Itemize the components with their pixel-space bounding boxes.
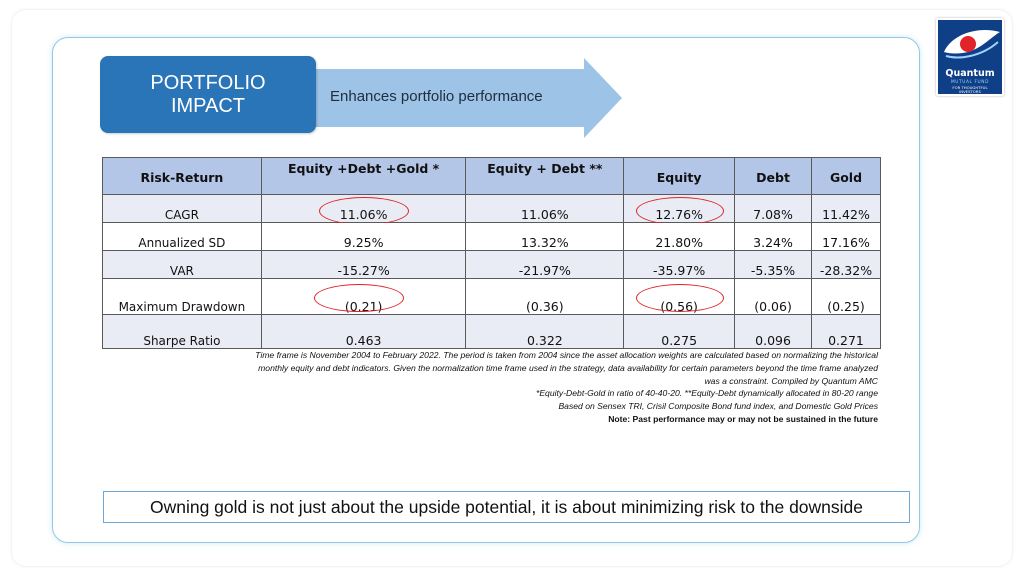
logo-bird-icon [944, 30, 1000, 59]
table-header-row: Risk-Return Equity +Debt +Gold * Equity … [102, 157, 881, 195]
logo-subtitle: MUTUAL FUND [950, 80, 990, 85]
table-cell: 13.32% [465, 222, 625, 251]
footnote-block: Time frame is November 2004 to February … [255, 349, 878, 426]
logo-tagline-line1: FOR THOUGHTFUL [952, 85, 988, 90]
table-cell: 9.25% [260, 222, 467, 251]
impact-box-line2: IMPACT [170, 94, 246, 117]
row-label-maximum-drawdown: Maximum Drawdown [102, 278, 262, 315]
portfolio-impact-box: PORTFOLIO IMPACT [100, 56, 316, 133]
table-cell: 0.322 [465, 314, 625, 349]
table-cell: 7.08% [734, 194, 812, 223]
table-row: CAGR 11.06% 11.06% 12.76% 7.08% 11.42% [102, 194, 881, 225]
table-cell: (0.56) [623, 278, 736, 315]
table-cell: (0.25) [811, 278, 881, 315]
footnote-line: *Equity-Debt-Gold in ratio of 40-40-20. … [535, 388, 878, 399]
table-cell: 11.06% [465, 194, 625, 223]
row-label-var: VAR [102, 250, 262, 279]
table-cell: (0.36) [465, 278, 625, 315]
table-cell: 17.16% [811, 222, 881, 251]
impact-box-line1: PORTFOLIO [150, 71, 266, 94]
logo-tagline-line2: INVESTORS [959, 89, 981, 95]
table-cell: (0.06) [734, 278, 812, 315]
header-debt: Debt [734, 157, 812, 195]
table-cell: 0.463 [260, 314, 467, 349]
logo-name: Quantum [945, 68, 995, 79]
table-cell: -15.27% [260, 250, 467, 279]
cell-value: (0.56) [660, 299, 698, 314]
key-message-box: Owning gold is not just about the upside… [103, 491, 910, 523]
table-cell: -28.32% [811, 250, 881, 279]
header-arrow-shape [296, 58, 622, 138]
table-cell: -35.97% [623, 250, 736, 279]
table-cell: 12.76% [623, 194, 736, 225]
table-cell: (0.21) [260, 278, 467, 315]
table-cell: 11.42% [811, 194, 881, 223]
cell-value: 12.76% [655, 207, 703, 222]
table-cell: -5.35% [734, 250, 812, 279]
cell-value: (0.21) [344, 299, 383, 314]
disclaimer-note: Note: Past performance may or may not be… [608, 413, 878, 424]
table-cell: -21.97% [465, 250, 625, 279]
footnote-line: monthly equity and debt indicators. Give… [258, 362, 878, 373]
header-equity-debt-gold: Equity +Debt +Gold * [260, 157, 467, 195]
row-label-cagr: CAGR [102, 194, 262, 223]
row-label-annualized-sd: Annualized SD [102, 222, 262, 251]
table-cell: 0.275 [623, 314, 736, 349]
footnote-line: was a constraint. Compiled by Quantum AM… [704, 375, 878, 386]
quantum-logo: Quantum MUTUAL FUND FOR THOUGHTFUL INVES… [936, 18, 1004, 96]
table-cell: 0.271 [811, 314, 881, 349]
key-message-text: Owning gold is not just about the upside… [149, 496, 864, 517]
footnote-line: Time frame is November 2004 to February … [255, 350, 878, 360]
table-cell: 0.096 [734, 314, 812, 349]
risk-return-table: Risk-Return Equity +Debt +Gold * Equity … [102, 157, 881, 349]
table-cell: 11.06% [260, 194, 467, 225]
table-cell: 3.24% [734, 222, 812, 251]
header-risk-return: Risk-Return [102, 157, 262, 195]
arrow-text: Enhances portfolio performance [330, 88, 543, 105]
logo-tagline: FOR THOUGHTFUL INVESTORS [938, 85, 1002, 95]
table-row: VAR -15.27% -21.97% -35.97% -5.35% -28.3… [102, 250, 881, 279]
header-equity: Equity [623, 157, 736, 195]
table-row: Annualized SD 9.25% 13.32% 21.80% 3.24% … [102, 222, 881, 251]
row-label-sharpe-ratio: Sharpe Ratio [102, 314, 262, 349]
table-row: Maximum Drawdown (0.21) (0.36) (0.56) (0… [102, 278, 881, 315]
table-cell: 21.80% [623, 222, 736, 251]
header-equity-debt: Equity + Debt ** [465, 157, 625, 195]
table-row: Sharpe Ratio 0.463 0.322 0.275 0.096 0.2… [102, 314, 881, 349]
header-gold: Gold [811, 157, 881, 195]
cell-value: 11.06% [339, 207, 388, 222]
footnote-line: Based on Sensex TRI, Crisil Composite Bo… [558, 401, 878, 412]
